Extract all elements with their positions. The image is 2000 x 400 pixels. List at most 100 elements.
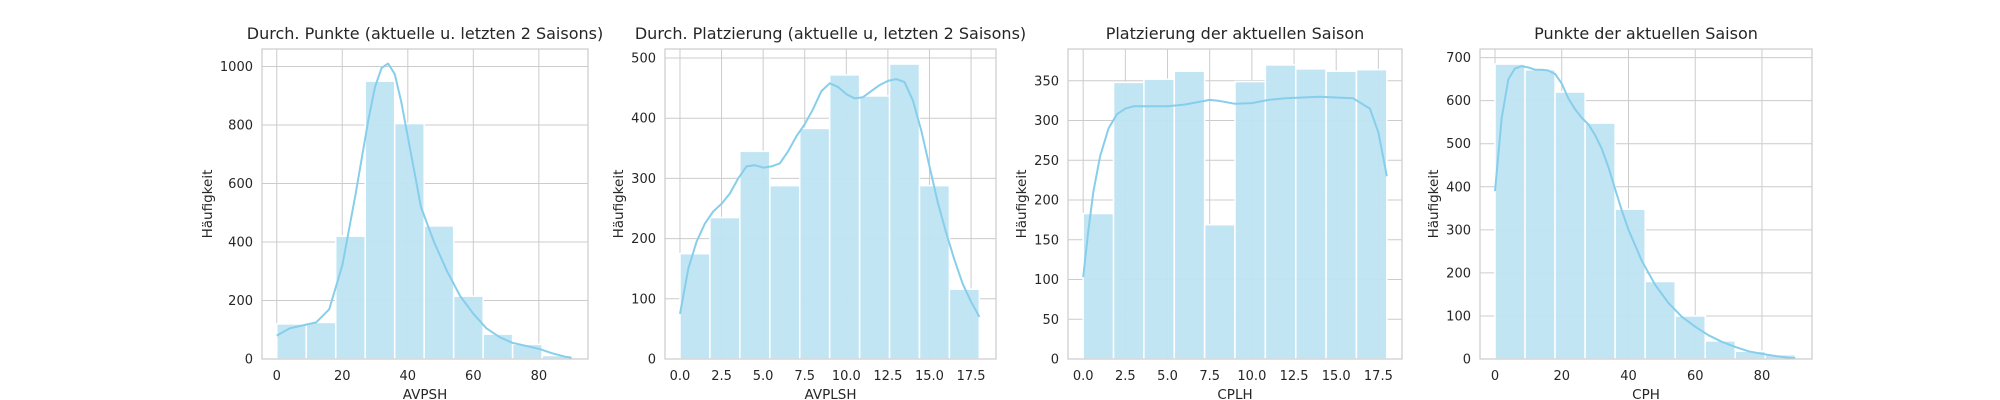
x-tick-label: 17.5 (957, 369, 986, 384)
histogram-bar (1112, 81, 1145, 360)
y-tick-label: 200 (228, 294, 253, 309)
plot-frame (664, 48, 997, 360)
histogram-bar (1584, 122, 1616, 360)
kde-line (1082, 95, 1388, 278)
histogram-bar (423, 225, 455, 360)
y-tick-label: 400 (631, 112, 656, 127)
histogram-bar (1644, 280, 1676, 360)
x-tick-label: 10.0 (1237, 369, 1266, 384)
y-tick-label: 50 (1042, 313, 1059, 328)
histogram-bar (1234, 80, 1267, 360)
x-axis-label: CPH (1632, 387, 1660, 400)
y-tick-label: 100 (1034, 273, 1059, 288)
histogram-bar (918, 184, 951, 360)
plot-frame (261, 48, 589, 360)
x-tick-label: 40 (400, 369, 417, 384)
chart-title: Durch. Platzierung (aktuelle u, letzten … (635, 24, 1026, 43)
x-tick-label: 80 (1754, 369, 1771, 384)
y-tick-label: 200 (631, 232, 656, 247)
y-axis-label: Häufigkeit (200, 170, 216, 239)
y-tick-label: 400 (228, 236, 253, 251)
y-axis-label: Häufigkeit (611, 170, 627, 239)
x-tick-label: 7.5 (794, 369, 815, 384)
histogram-bar (1143, 78, 1176, 360)
x-tick-label: 60 (1687, 369, 1704, 384)
x-axis-label: AVPLSH (805, 387, 857, 400)
x-tick-label: 60 (465, 369, 482, 384)
x-axis-label: AVPSH (403, 387, 447, 400)
x-tick-label: 10.0 (832, 369, 861, 384)
y-tick-label: 600 (1446, 94, 1471, 109)
histogram-bar (1355, 68, 1388, 360)
histogram-bar (769, 184, 801, 360)
histogram-bar (482, 333, 514, 360)
histogram-bar (948, 288, 981, 360)
histogram-bar (709, 216, 741, 360)
x-tick-label: 12.5 (1280, 369, 1309, 384)
chart-title: Punkte der aktuellen Saison (1534, 24, 1758, 43)
y-tick-label: 0 (1051, 353, 1059, 368)
y-tick-label: 200 (1446, 266, 1471, 281)
y-tick-label: 250 (1034, 154, 1059, 169)
histogram-bar (305, 321, 337, 360)
y-tick-label: 300 (631, 172, 656, 187)
x-tick-label: 5.0 (753, 369, 774, 384)
x-axis-label: CPLH (1217, 387, 1252, 400)
x-tick-label: 20 (334, 369, 351, 384)
y-tick-label: 0 (1463, 353, 1471, 368)
y-tick-label: 200 (1034, 194, 1059, 209)
chart-panel-4: 0 20 40 60 80 0 100 200 300 400 500 600 700 Punkte de… (1426, 24, 1813, 400)
y-tick-label: 300 (1446, 223, 1471, 238)
y-tick-label: 100 (631, 292, 656, 307)
y-tick-label: 300 (1034, 114, 1059, 129)
chart-panel-2: 0.0 2.5 5.0 7.5 10.0 12.5 15.0 17.5 0 100 200 300 40… (611, 24, 1026, 400)
y-tick-label: 600 (228, 177, 253, 192)
x-tick-label: 15.0 (915, 369, 944, 384)
histogram-bar (275, 323, 307, 360)
y-tick-label: 800 (228, 119, 253, 134)
histogram-bar (1173, 70, 1206, 360)
histogram-bar (739, 150, 771, 360)
chart-panel-3: 0.0 2.5 5.0 7.5 10.0 12.5 15.0 17.5 0 50 100 150 200… (1014, 24, 1403, 400)
histogram-bar (858, 95, 891, 360)
x-tick-label: 5.0 (1157, 369, 1178, 384)
histogram-bar (334, 235, 366, 360)
kde-line (679, 78, 981, 318)
x-tick-label: 0 (273, 369, 281, 384)
x-tick-label: 80 (531, 369, 548, 384)
kde-line (1494, 65, 1796, 360)
histogram-bar (798, 127, 831, 360)
x-tick-label: 2.5 (711, 369, 732, 384)
x-tick-label: 7.5 (1199, 369, 1220, 384)
y-axis-label: Häufigkeit (1426, 170, 1442, 239)
x-tick-label: 2.5 (1115, 369, 1136, 384)
histogram-bar (1494, 63, 1526, 360)
histogram-bar (393, 122, 425, 360)
y-tick-label: 0 (245, 353, 253, 368)
x-tick-label: 0.0 (670, 369, 691, 384)
y-tick-label: 100 (1446, 309, 1471, 324)
histogram-bar (1294, 68, 1327, 360)
chart-title: Platzierung der aktuellen Saison (1106, 24, 1365, 43)
histogram-bar (1203, 223, 1236, 360)
histogram-bar (1704, 340, 1737, 360)
histogram-bar (364, 80, 396, 360)
y-tick-label: 400 (1446, 180, 1471, 195)
histogram-bar (888, 63, 921, 360)
histogram-bar (828, 74, 861, 360)
x-tick-label: 0.0 (1073, 369, 1094, 384)
y-tick-label: 1000 (220, 60, 253, 75)
kde-line (276, 62, 572, 359)
y-tick-label: 150 (1034, 233, 1059, 248)
y-tick-label: 0 (648, 353, 656, 368)
y-axis-label: Häufigkeit (1014, 170, 1030, 239)
x-tick-label: 15.0 (1322, 369, 1351, 384)
histogram-bar (1524, 68, 1556, 360)
y-tick-label: 350 (1034, 74, 1059, 89)
histogram-bar (679, 252, 711, 360)
x-tick-label: 17.5 (1364, 369, 1393, 384)
plot-frame (1479, 48, 1813, 360)
histogram-bar (1325, 70, 1358, 360)
